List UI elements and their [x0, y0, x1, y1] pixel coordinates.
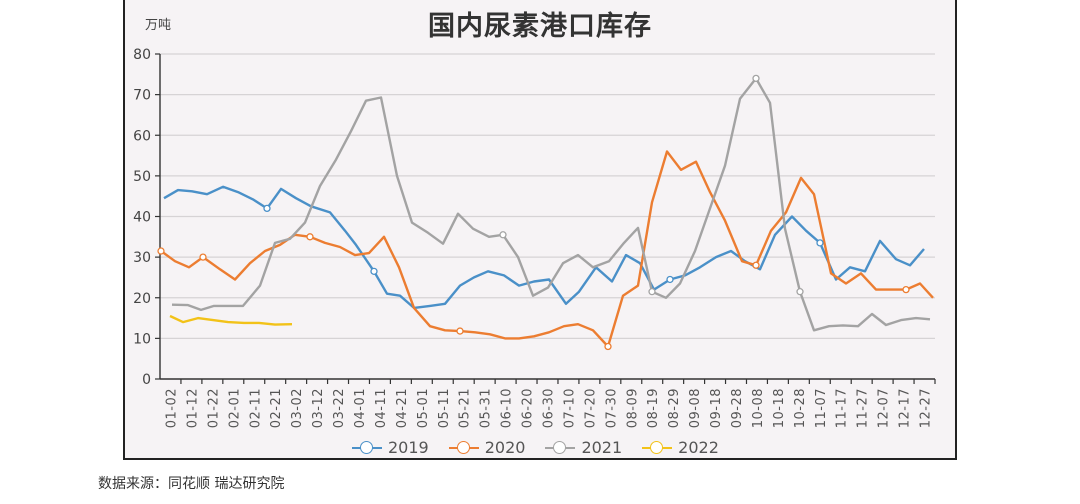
x-tick-label: 07-30: [604, 388, 619, 428]
x-tick-label: 05-01: [416, 388, 431, 428]
x-tick-label: 12-07: [877, 388, 892, 428]
y-tick-label: 0: [142, 372, 151, 388]
series-line-2021[interactable]: [171, 77, 931, 332]
x-tick-label: 09-28: [730, 388, 745, 428]
data-point-marker[interactable]: [499, 231, 507, 239]
x-tick-label: 12-27: [919, 388, 934, 428]
x-tick-label: 04-11: [374, 388, 389, 428]
y-tick-label: 20: [133, 291, 151, 307]
legend-label: 2022: [678, 438, 719, 457]
data-point-marker[interactable]: [666, 275, 674, 284]
data-point-marker[interactable]: [456, 327, 464, 335]
data-point-marker[interactable]: [752, 261, 760, 269]
data-point-marker[interactable]: [902, 285, 910, 294]
x-tick-label: 06-20: [521, 388, 536, 428]
x-tick-label: 08-19: [646, 388, 661, 428]
legend-line-circle-icon: [545, 440, 576, 455]
x-tick-label: 12-17: [898, 388, 913, 428]
x-tick-label: 07-10: [562, 388, 577, 428]
y-axis-unit-label: 万吨: [145, 18, 172, 33]
x-tick-label: 10-18: [772, 388, 787, 428]
x-tick-label: 03-12: [311, 388, 326, 428]
x-tick-label: 04-01: [353, 388, 368, 428]
x-tick-label: 11-27: [856, 388, 871, 428]
data-point-marker[interactable]: [199, 253, 207, 261]
series-line-2019[interactable]: [163, 185, 925, 310]
data-point-marker[interactable]: [604, 342, 612, 351]
x-tick-label: 01-22: [206, 388, 221, 428]
x-tick-label: 07-20: [583, 388, 598, 428]
x-tick-label: 05-11: [437, 388, 452, 428]
y-tick-label: 30: [133, 250, 151, 266]
x-axis: 01-02 01-12 01-22 02-01 02-11 02-21 03-02 03-12…: [160, 378, 936, 428]
x-tick-label: 11-17: [835, 388, 850, 428]
chart-legend: 2019 2020 2021 2022: [352, 438, 719, 457]
x-tick-label: 10-08: [751, 388, 766, 428]
series-line-2022[interactable]: [169, 314, 293, 326]
data-point-marker[interactable]: [648, 288, 656, 296]
x-tick-label: 04-21: [395, 388, 410, 428]
x-tick-label: 01-02: [164, 388, 179, 428]
chart-title: 国内尿素港口库存: [428, 11, 652, 42]
series-lines: [160, 77, 934, 348]
x-tick-label: 05-21: [458, 388, 473, 428]
y-axis: 0 10 20 30 40 50 60 70 80: [133, 47, 161, 388]
y-tick-label: 70: [133, 88, 151, 104]
series-line-2020[interactable]: [160, 150, 934, 348]
y-tick-label: 60: [133, 128, 151, 144]
x-tick-label: 01-12: [185, 388, 200, 428]
data-source-note: 数据来源：同花顺 瑞达研究院: [98, 476, 285, 492]
y-tick-label: 40: [133, 210, 151, 226]
series-markers: [157, 74, 910, 351]
legend-line-circle-icon: [448, 440, 479, 455]
data-point-marker[interactable]: [796, 288, 804, 296]
x-tick-label: 11-07: [814, 388, 829, 428]
legend-line-circle-icon: [642, 440, 673, 455]
x-tick-label: 03-22: [332, 388, 347, 428]
data-point-marker[interactable]: [306, 233, 314, 241]
x-tick-label: 10-28: [793, 388, 808, 428]
y-tick-label: 50: [133, 169, 151, 185]
y-tick-label: 80: [133, 47, 151, 63]
x-tick-label: 08-09: [625, 388, 640, 428]
data-point-marker[interactable]: [752, 74, 760, 83]
y-tick-label: 10: [133, 331, 151, 347]
x-tick-label: 08-29: [667, 388, 682, 428]
legend-item-2020[interactable]: 2020: [448, 438, 526, 457]
data-point-marker[interactable]: [263, 204, 271, 213]
legend-label: 2020: [484, 438, 526, 457]
legend-label: 2021: [581, 438, 623, 457]
x-tick-label: 09-18: [709, 388, 724, 428]
legend-item-2019[interactable]: 2019: [352, 438, 429, 457]
gridlines: [160, 53, 935, 340]
legend-item-2022[interactable]: 2022: [642, 438, 719, 457]
chart-frame: [123, 0, 957, 460]
legend-label: 2019: [388, 438, 429, 457]
data-point-marker[interactable]: [816, 239, 824, 247]
x-tick-label: 06-10: [500, 388, 515, 428]
legend-line-circle-icon: [352, 440, 382, 455]
x-tick-label: 02-21: [269, 388, 284, 428]
legend-item-2021[interactable]: 2021: [545, 438, 622, 457]
x-tick-label: 03-02: [290, 388, 305, 428]
data-point-marker[interactable]: [157, 247, 165, 255]
data-point-marker[interactable]: [370, 267, 378, 275]
x-tick-label: 06-30: [542, 388, 557, 428]
x-tick-label: 02-01: [227, 388, 242, 428]
x-tick-label: 05-31: [479, 388, 494, 428]
x-tick-label: 09-08: [688, 388, 703, 428]
x-tick-label: 02-11: [248, 388, 263, 428]
